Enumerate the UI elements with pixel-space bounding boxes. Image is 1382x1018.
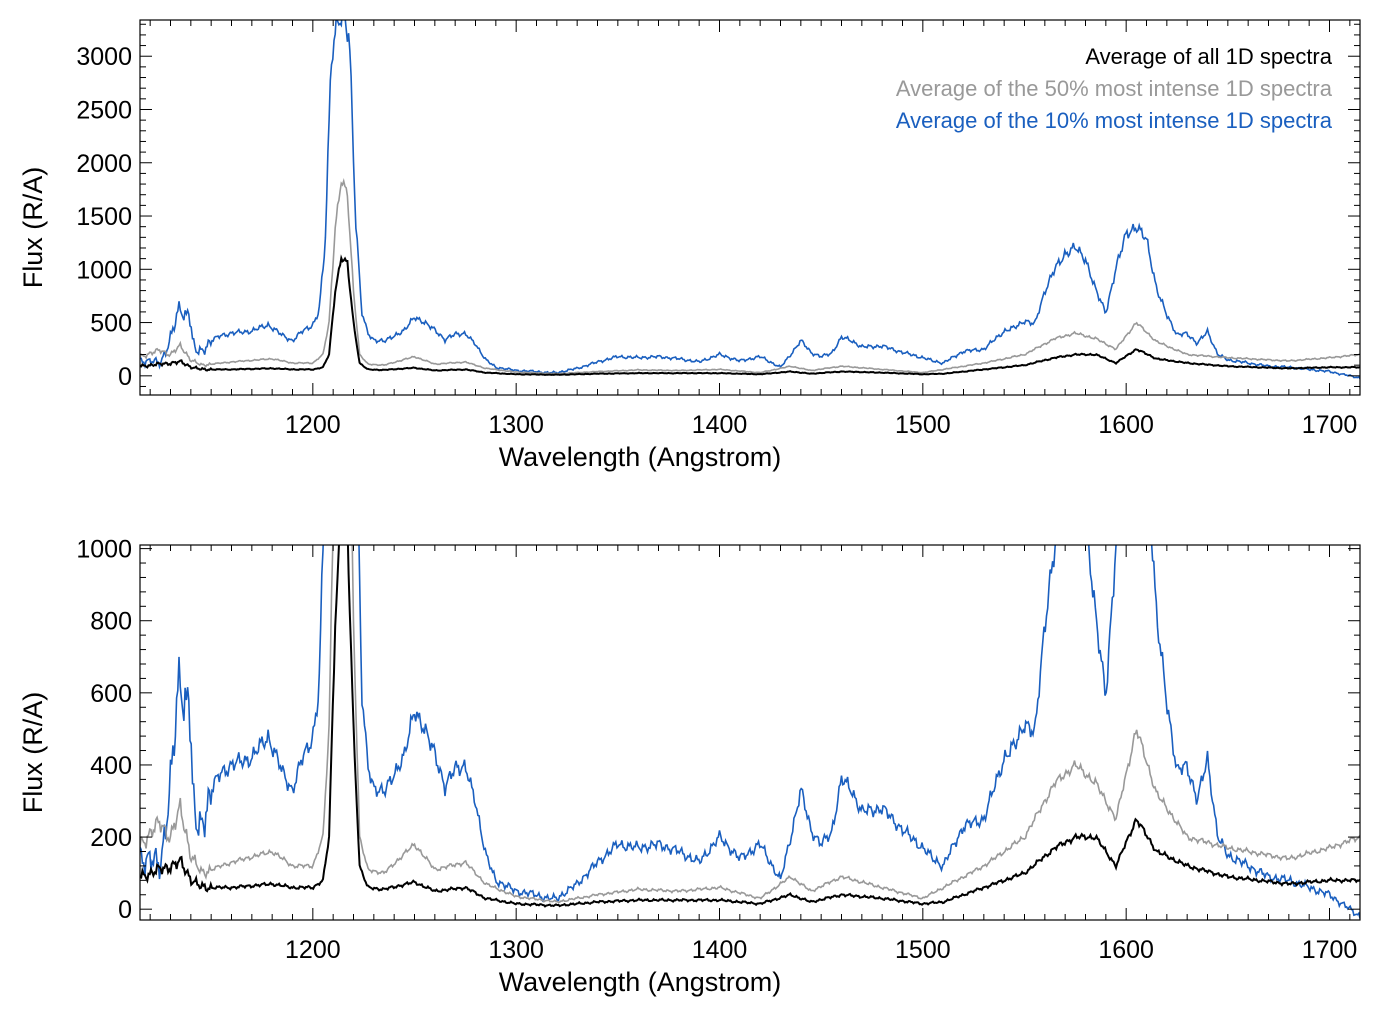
legend-entry-50pct: Average of the 50% most intense 1D spect… bbox=[896, 76, 1333, 101]
top-ytick-label: 3000 bbox=[76, 43, 132, 71]
top-xtick-label: 1300 bbox=[488, 411, 544, 439]
bottom-ytick-label: 400 bbox=[90, 752, 132, 780]
top-ytick-label: 1000 bbox=[76, 256, 132, 284]
top-plot-frame bbox=[139, 19, 1361, 396]
bottom-xtick-label: 1500 bbox=[895, 936, 951, 964]
top-xtick-label: 1400 bbox=[692, 411, 748, 439]
top-series-10pct-line bbox=[140, 20, 1360, 380]
bottom-ytick-label: 0 bbox=[118, 896, 132, 924]
top-series-50pct-line bbox=[140, 177, 1360, 375]
top-series-group bbox=[140, 20, 1360, 380]
top-y-axis-title: Flux (R/A) bbox=[18, 167, 48, 289]
bottom-xtick-label: 1300 bbox=[488, 936, 544, 964]
top-ytick-label: 2000 bbox=[76, 150, 132, 178]
bottom-series-all-line bbox=[140, 545, 1360, 908]
bottom-y-axis-title: Flux (R/A) bbox=[18, 692, 48, 814]
bottom-series-50pct-line bbox=[140, 545, 1360, 904]
bottom-x-axis-title: Wavelength (Angstrom) bbox=[499, 967, 782, 997]
top-x-axis-title: Wavelength (Angstrom) bbox=[499, 442, 782, 472]
bottom-series-group bbox=[140, 545, 1360, 919]
bottom-series-10pct-line bbox=[140, 545, 1360, 919]
top-ytick-label: 0 bbox=[118, 363, 132, 391]
top-xtick-label: 1700 bbox=[1302, 411, 1358, 439]
bottom-xtick-label: 1700 bbox=[1302, 936, 1358, 964]
top-xtick-label: 1600 bbox=[1098, 411, 1154, 439]
top-ytick-label: 500 bbox=[90, 310, 132, 338]
bottom-ytick-label: 600 bbox=[90, 680, 132, 708]
bottom-panel: 1200 1300 1400 1500 1600 1700 0 200 400 600 800 100… bbox=[18, 536, 1361, 997]
top-ytick-label: 1500 bbox=[76, 203, 132, 231]
top-ytick-label: 2500 bbox=[76, 96, 132, 124]
top-series-all-line bbox=[140, 254, 1360, 377]
top-panel: 1200 1300 1400 1500 1600 1700 0 500 1000 1500 2000… bbox=[18, 19, 1361, 472]
legend: Average of all 1D spectra Average of the… bbox=[896, 44, 1333, 133]
legend-entry-all: Average of all 1D spectra bbox=[1085, 44, 1332, 69]
top-xtick-label: 1200 bbox=[285, 411, 341, 439]
legend-entry-10pct: Average of the 10% most intense 1D spect… bbox=[896, 108, 1333, 133]
top-xtick-label: 1500 bbox=[895, 411, 951, 439]
bottom-plot-frame bbox=[139, 544, 1361, 921]
bottom-xtick-label: 1200 bbox=[285, 936, 341, 964]
bottom-ytick-label: 200 bbox=[90, 824, 132, 852]
bottom-ytick-label: 800 bbox=[90, 608, 132, 636]
bottom-xtick-label: 1600 bbox=[1098, 936, 1154, 964]
bottom-xtick-label: 1400 bbox=[692, 936, 748, 964]
bottom-ytick-label: 1000 bbox=[76, 536, 132, 564]
